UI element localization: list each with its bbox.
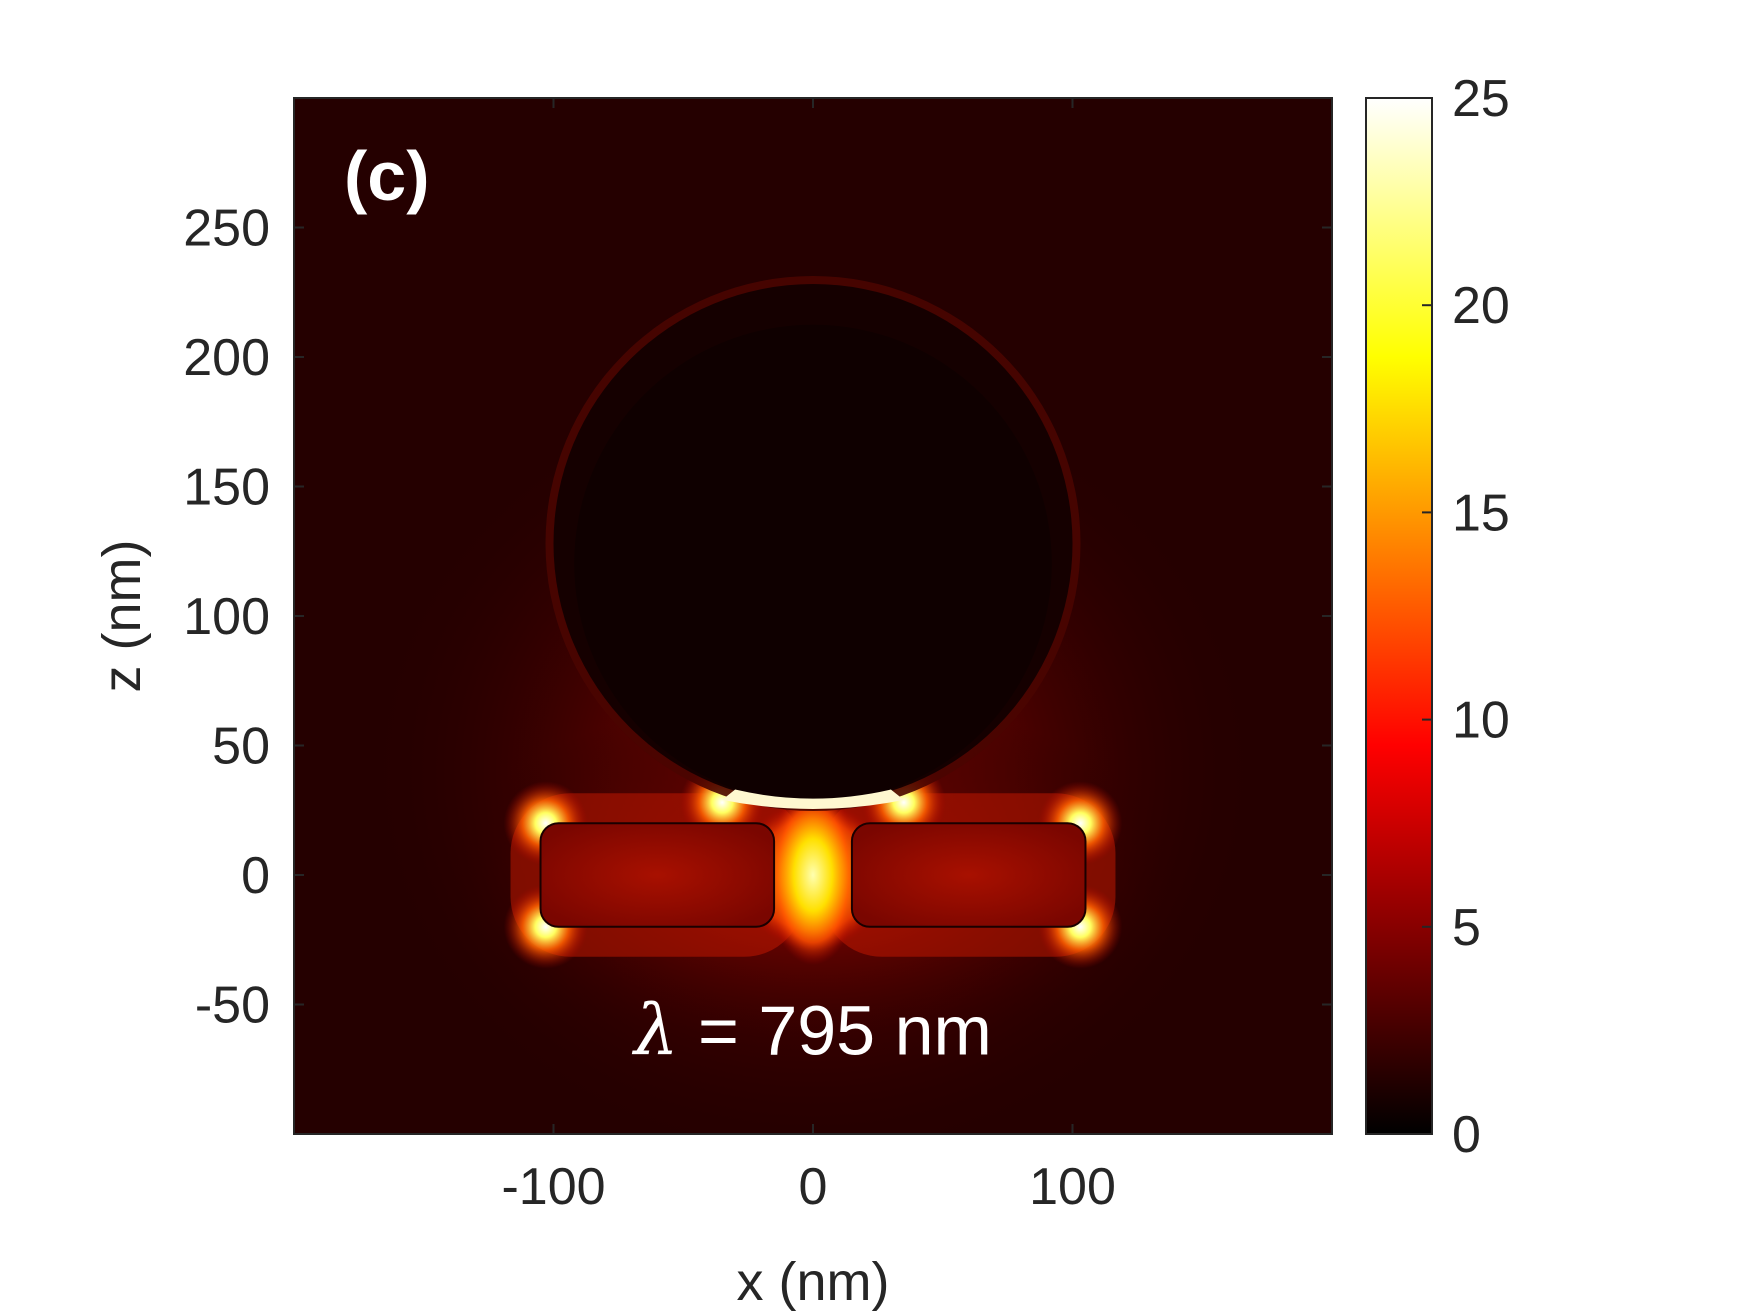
- x-tick-label-0: -100: [501, 1158, 605, 1216]
- sphere-bottom-hotspot: [722, 789, 904, 809]
- x-axis-ticks: -100 0 100: [501, 98, 1116, 1216]
- y-axis-ticks: -50 0 50 100 150 200 250: [183, 200, 1332, 1035]
- wavelength-value: = 795 nm: [679, 991, 992, 1069]
- plot-area: [294, 98, 1332, 1134]
- right-rod: [850, 822, 1087, 928]
- y-tick-label-3: 100: [183, 588, 270, 646]
- y-tick-label-4: 150: [183, 459, 270, 517]
- y-tick-label-1: 0: [241, 847, 270, 905]
- x-axis-title: x (nm): [737, 1252, 890, 1312]
- wavelength-symbol: λ: [631, 989, 678, 1071]
- wavelength-annotation: λ = 795 nm: [631, 989, 992, 1071]
- colorbar-tick-label-3: 15: [1452, 484, 1510, 542]
- y-tick-label-2: 50: [212, 718, 270, 776]
- x-tick-label-2: 100: [1029, 1158, 1116, 1216]
- colorbar-tick-label-5: 25: [1452, 70, 1510, 128]
- colorbar: [1365, 97, 1433, 1135]
- colorbar-ticks: 0 5 10 15 20 25: [1422, 70, 1510, 1164]
- y-tick-label-0: -50: [195, 977, 270, 1035]
- colorbar-tick-label-2: 10: [1452, 692, 1510, 750]
- y-tick-label-5: 200: [183, 329, 270, 387]
- x-tick-label-1: 0: [799, 1158, 828, 1216]
- colorbar-tick-label-0: 0: [1452, 1106, 1481, 1164]
- panel-label: (c): [344, 137, 430, 215]
- gap-field: [765, 785, 861, 965]
- sphere-core: [574, 324, 1052, 803]
- colorbar-tick-label-4: 20: [1452, 277, 1510, 335]
- y-tick-label-6: 250: [183, 200, 270, 258]
- colorbar-tick-label-1: 5: [1452, 899, 1481, 957]
- y-axis-title: z (nm): [92, 540, 152, 693]
- left-rod: [539, 822, 776, 928]
